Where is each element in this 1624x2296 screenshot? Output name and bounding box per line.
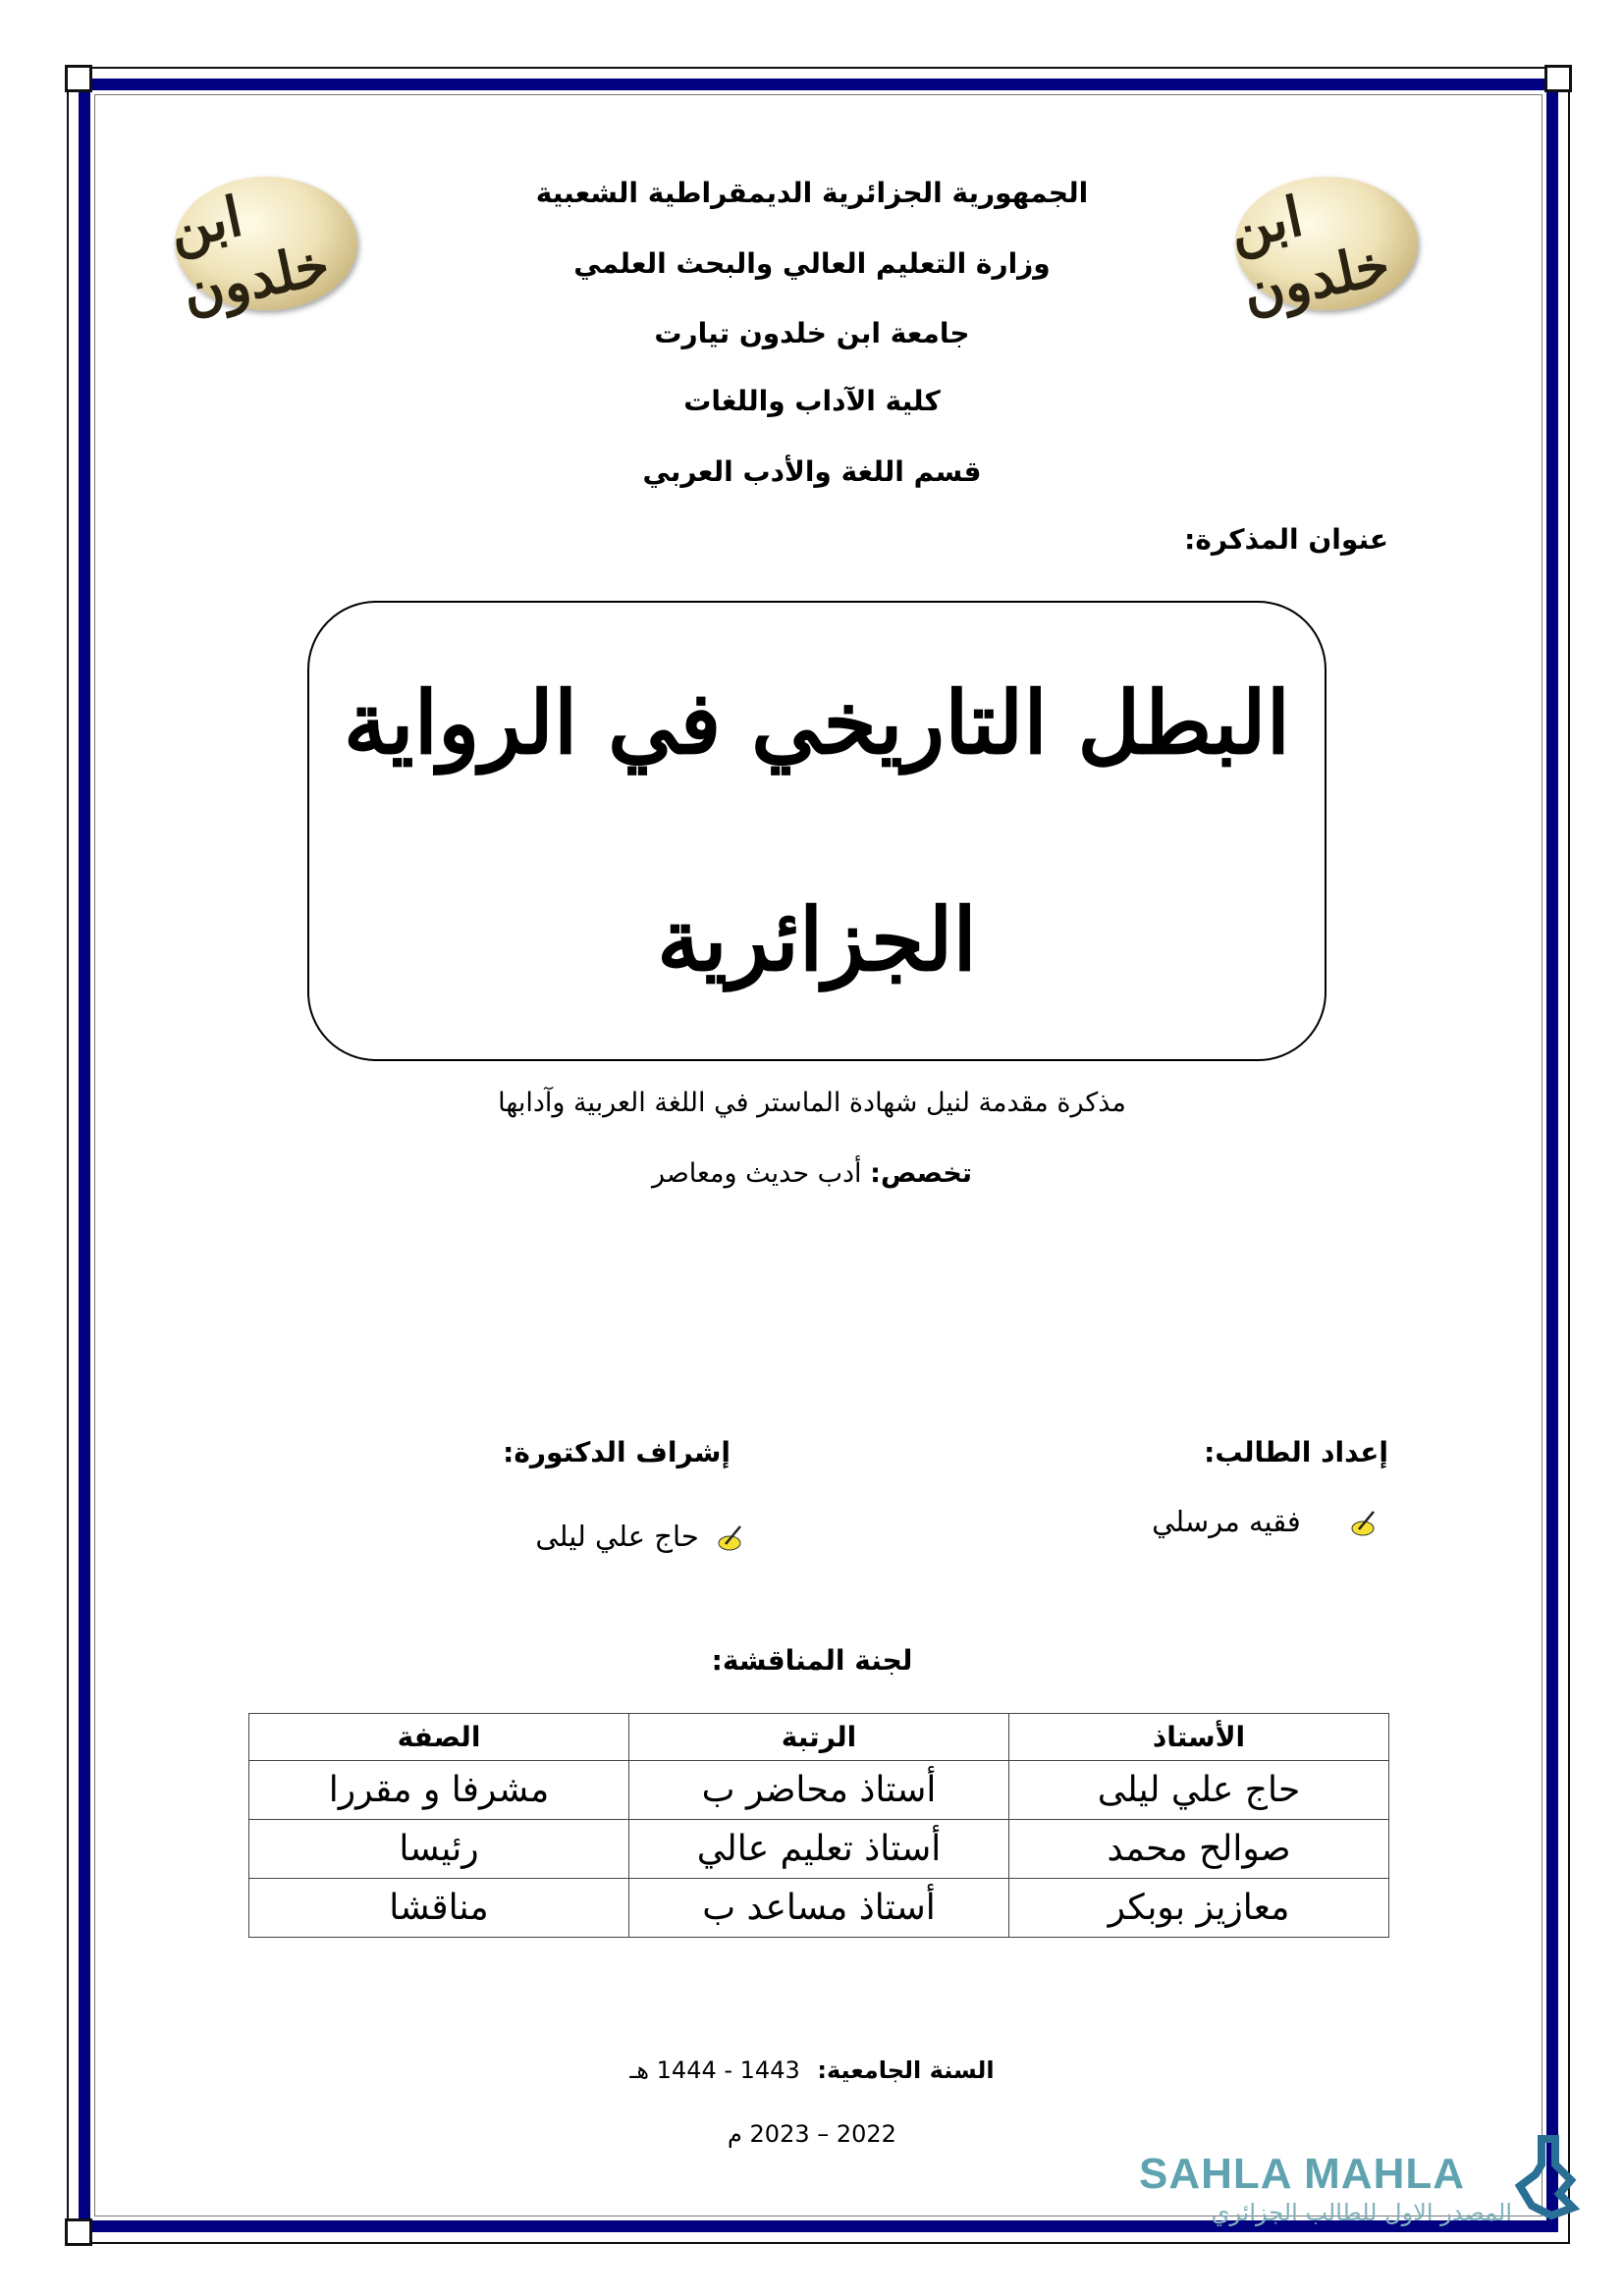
page-frame-outer [67, 67, 1570, 2244]
writing-hand-icon [1351, 1511, 1375, 1536]
supervisor-name: حاج علي ليلى [535, 1520, 699, 1553]
student-name: فقيه مرسلي [1152, 1505, 1301, 1538]
header-ministry: وزارة التعليم العالي والبحث العلمي [573, 247, 1051, 280]
cell-professor: صوالح محمد [1008, 1819, 1389, 1879]
watermark-tagline: المصدر الاول للطالب الجزائري [1211, 2199, 1512, 2226]
academic-year-label: السنة الجامعية: [817, 2056, 995, 2084]
committee-table: الأستاذ الرتبة الصفة حاج علي ليلى أستاذ … [248, 1713, 1389, 1938]
table-row: صوالح محمد أستاذ تعليم عالي رئيسا [248, 1819, 1389, 1879]
header-rank: الرتبة [628, 1713, 1009, 1761]
header-republic: الجمهورية الجزائرية الديمقراطية الشعبية [535, 177, 1089, 209]
title-box [307, 601, 1326, 1061]
header-role: الصفة [248, 1713, 629, 1761]
frame-corner [65, 65, 92, 92]
supervisor-label: إشراف الدكتورة: [503, 1436, 731, 1468]
table-row: معازيز بوبكر أستاذ مساعد ب مناقشا [248, 1878, 1389, 1938]
sahla-mahla-logo-icon [1514, 2135, 1581, 2220]
table-header-row: الأستاذ الرتبة الصفة [248, 1713, 1389, 1761]
cell-rank: أستاذ محاضر ب [628, 1760, 1009, 1820]
student-label: إعداد الطالب: [1204, 1436, 1388, 1468]
supervisor-entry: حاج علي ليلى [535, 1520, 745, 1553]
thesis-title-line2: الجزائرية [657, 888, 977, 990]
header-faculty: كلية الآداب واللغات [683, 385, 941, 417]
academic-year-gregorian: 2022 – 2023 م [728, 2120, 896, 2148]
academic-year-hijri: 1443 - 1444 هـ [629, 2056, 800, 2084]
thesis-title-line1: البطل التاريخي في الرواية [343, 671, 1291, 774]
cell-role: رئيسا [248, 1819, 629, 1879]
header-university: جامعة ابن خلدون تيارت [654, 317, 970, 349]
table-row: حاج علي ليلى أستاذ محاضر ب مشرفا و مقررا [248, 1760, 1389, 1820]
watermark-brand: SAHLA MAHLA [1139, 2150, 1465, 2198]
frame-corner [1544, 65, 1572, 92]
specialty-label: تخصص: [870, 1158, 972, 1189]
specialty-value: أدب حديث ومعاصر [651, 1158, 862, 1189]
specialty: تخصص: أدب حديث ومعاصر [0, 1158, 1624, 1189]
cell-role: مشرفا و مقررا [248, 1760, 629, 1820]
header-professor: الأستاذ [1008, 1713, 1389, 1761]
university-logo-left: ابن خلدون [163, 177, 357, 326]
cell-rank: أستاذ مساعد ب [628, 1878, 1009, 1938]
thesis-subtitle: مذكرة مقدمة لنيل شهادة الماستر في اللغة … [498, 1088, 1126, 1118]
header-department: قسم اللغة والأدب العربي [642, 455, 982, 488]
frame-corner [65, 2218, 92, 2246]
thesis-title-label: عنوان المذكرة: [1184, 523, 1388, 556]
committee-label: لجنة المناقشة: [711, 1644, 913, 1677]
student-entry: فقيه مرسلي [1152, 1505, 1379, 1538]
cell-professor: حاج علي ليلى [1008, 1760, 1389, 1820]
cell-professor: معازيز بوبكر [1008, 1878, 1389, 1938]
writing-hand-icon [718, 1525, 741, 1551]
academic-year: السنة الجامعية: 1443 - 1444 هـ [0, 2056, 1624, 2084]
university-logo-right: ابن خلدون [1223, 177, 1418, 326]
page-frame-inner [94, 94, 1543, 2216]
page-frame-band [79, 79, 1558, 2232]
cell-rank: أستاذ تعليم عالي [628, 1819, 1009, 1879]
cell-role: مناقشا [248, 1878, 629, 1938]
